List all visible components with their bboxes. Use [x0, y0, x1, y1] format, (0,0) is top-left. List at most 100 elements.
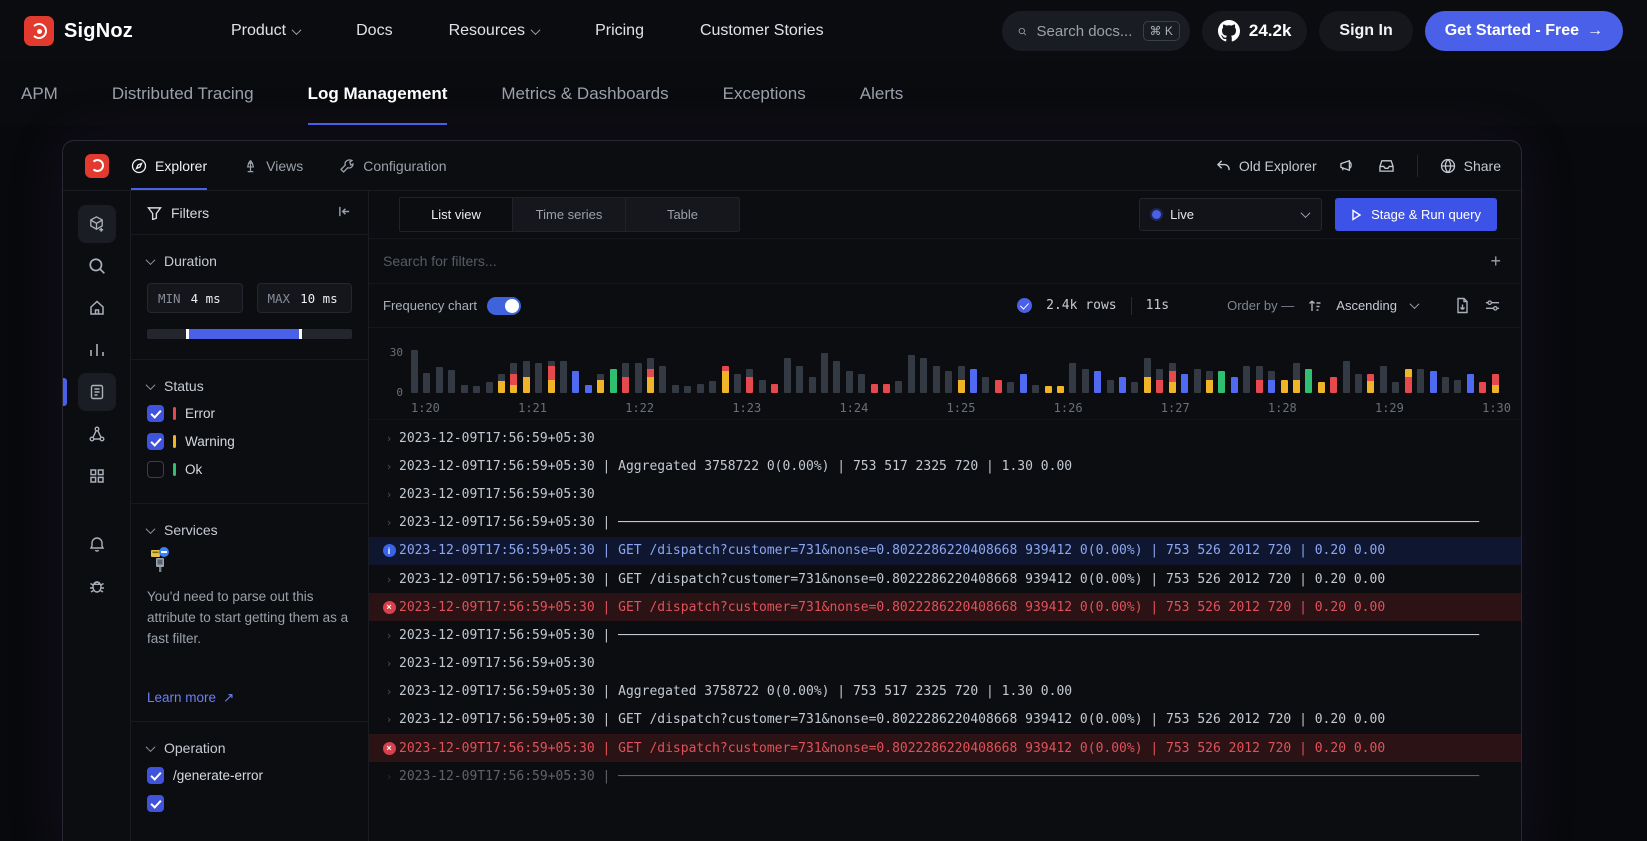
rail-home-button[interactable]	[78, 289, 116, 327]
duration-max-field[interactable]: MAX 10 ms	[257, 283, 353, 313]
log-row-default[interactable]: › 2023-12-09T17:56:59+05:30 | Aggregated …	[369, 452, 1521, 480]
expand-row-icon[interactable]: ›	[386, 629, 393, 642]
expand-row-icon[interactable]: ›	[386, 516, 393, 529]
checkbox-checked[interactable]	[147, 795, 164, 812]
rail-new-source-button[interactable]	[78, 205, 116, 243]
docs-search[interactable]: ⌘ K	[1002, 11, 1190, 51]
expand-row-icon[interactable]: ›	[386, 432, 393, 445]
product-nav-item-alerts[interactable]: Alerts	[860, 62, 903, 125]
add-filter-button[interactable]: +	[1490, 252, 1501, 270]
chart-bar	[858, 374, 865, 393]
expand-row-icon[interactable]: ›	[386, 657, 393, 670]
expand-row-icon[interactable]: ›	[386, 460, 393, 473]
duration-min-field[interactable]: MIN 4 ms	[147, 283, 243, 313]
app-tab-explorer[interactable]: Explorer	[131, 141, 207, 190]
expand-row-icon[interactable]: ›	[386, 713, 393, 726]
expand-row-icon[interactable]: ›	[386, 488, 393, 501]
filter-search-input[interactable]	[383, 253, 1490, 269]
log-row-default[interactable]: ›2023-12-09T17:56:59+05:30 | Aggregated …	[369, 678, 1521, 706]
product-nav-item-distributed-tracing[interactable]: Distributed Tracing	[112, 62, 254, 125]
announcements-button[interactable]	[1339, 158, 1356, 173]
product-nav-item-exceptions[interactable]: Exceptions	[723, 62, 806, 125]
rail-apps-button[interactable]	[78, 457, 116, 495]
status-option-warning[interactable]: Warning	[147, 433, 352, 450]
top-nav-item-pricing[interactable]: Pricing	[595, 22, 644, 40]
log-row-error[interactable]: ×2023-12-09T17:56:59+05:30 | GET /dispat…	[369, 734, 1521, 762]
log-row-default[interactable]: ›2023-12-09T17:56:59+05:30 | ───────────…	[369, 621, 1521, 649]
order-by-value[interactable]: Ascending	[1336, 298, 1397, 313]
inbox-button[interactable]	[1378, 158, 1395, 173]
product-nav-item-metrics-dashboards[interactable]: Metrics & Dashboards	[501, 62, 668, 125]
log-row-default[interactable]: ›2023-12-09T17:56:59+05:30	[369, 424, 1521, 452]
view-tab-time-series[interactable]: Time series	[513, 198, 626, 231]
docs-search-input[interactable]	[1037, 23, 1133, 40]
top-nav-item-product[interactable]: Product	[231, 22, 300, 40]
rail-dashboards-button[interactable]	[78, 331, 116, 369]
chevron-down-icon[interactable]	[1410, 299, 1420, 309]
rail-alerts-button[interactable]	[78, 525, 116, 563]
top-nav-item-docs[interactable]: Docs	[356, 22, 392, 40]
frequency-chart-toggle[interactable]	[487, 297, 521, 315]
log-row-error[interactable]: ×2023-12-09T17:56:59+05:30 | GET /dispat…	[369, 593, 1521, 621]
expand-row-icon[interactable]: ›	[386, 685, 393, 698]
get-started-button[interactable]: Get Started - Free →	[1425, 11, 1623, 51]
expand-row-icon[interactable]: ›	[386, 573, 393, 586]
operation-section-toggle[interactable]: Operation	[147, 740, 352, 756]
checkbox[interactable]	[147, 461, 164, 478]
display-settings-button[interactable]	[1484, 298, 1501, 313]
checkbox-checked[interactable]	[147, 405, 164, 422]
sign-in-button[interactable]: Sign In	[1319, 11, 1412, 51]
export-download-button[interactable]	[1454, 297, 1470, 314]
share-button[interactable]: Share	[1440, 158, 1501, 174]
duration-section-toggle[interactable]: Duration	[147, 253, 352, 269]
operation-option-generate-error[interactable]: /generate-error	[147, 767, 352, 784]
product-nav-item-apm[interactable]: APM	[21, 62, 58, 125]
rail-exceptions-button[interactable]	[78, 567, 116, 605]
expand-row-icon[interactable]: ›	[386, 770, 393, 783]
rail-search-button[interactable]	[78, 247, 116, 285]
checkbox-checked[interactable]	[147, 767, 164, 784]
view-tab-table[interactable]: Table	[626, 198, 739, 231]
logs-icon	[88, 383, 106, 401]
app-tab-configuration[interactable]: Configuration	[339, 141, 446, 190]
home-icon	[88, 299, 106, 317]
bar-segment-gn	[1305, 369, 1312, 393]
log-row-info[interactable]: i2023-12-09T17:56:59+05:30 | GET /dispat…	[369, 537, 1521, 565]
services-section-toggle[interactable]: Services	[147, 522, 352, 538]
duration-range-slider[interactable]	[147, 329, 352, 339]
log-row-muted[interactable]: ›2023-12-09T17:56:59+05:30 | ───────────…	[369, 762, 1521, 790]
slider-min-handle[interactable]	[186, 329, 189, 339]
status-option-ok[interactable]: Ok	[147, 461, 352, 478]
rail-service-map-button[interactable]	[78, 415, 116, 453]
bar-segment-g	[958, 366, 965, 380]
view-tab-list-view[interactable]: List view	[400, 198, 513, 231]
log-row-default[interactable]: › 2023-12-09T17:56:59+05:30 | ───────────…	[369, 509, 1521, 537]
log-row-text: 2023-12-09T17:56:59+05:30 | GET /dispatc…	[399, 741, 1385, 756]
status-section-toggle[interactable]: Status	[147, 378, 352, 394]
stage-run-query-button[interactable]: Stage & Run query	[1335, 198, 1497, 231]
log-row-default[interactable]: ›2023-12-09T17:56:59+05:30	[369, 650, 1521, 678]
learn-more-link[interactable]: Learn more ↗	[147, 690, 234, 706]
chart-bar	[1156, 369, 1163, 393]
time-range-select[interactable]: Live	[1139, 198, 1322, 231]
rail-logs-button[interactable]	[78, 373, 116, 411]
app-tab-views[interactable]: Views	[243, 141, 303, 190]
top-nav-item-resources[interactable]: Resources	[449, 22, 539, 40]
checkbox-checked[interactable]	[147, 433, 164, 450]
product-nav-item-log-management[interactable]: Log Management	[308, 62, 448, 125]
log-row-default[interactable]: ›2023-12-09T17:56:59+05:30 | GET /dispat…	[369, 565, 1521, 593]
signoz-app-logo-icon[interactable]	[85, 154, 109, 178]
old-explorer-button[interactable]: Old Explorer	[1216, 158, 1317, 174]
collapse-filters-button[interactable]	[337, 205, 352, 221]
operation-option-partial[interactable]	[147, 795, 352, 812]
bar-segment-gn	[610, 369, 617, 393]
log-row-default[interactable]: ›2023-12-09T17:56:59+05:30	[369, 480, 1521, 508]
signoz-brand[interactable]: SigNoz	[24, 16, 133, 46]
github-stars-button[interactable]: 24.2k	[1202, 11, 1308, 51]
log-row-text: 2023-12-09T17:56:59+05:30 | ────────────…	[399, 515, 1479, 530]
log-row-default[interactable]: ›2023-12-09T17:56:59+05:30 | GET /dispat…	[369, 706, 1521, 734]
status-option-error[interactable]: Error	[147, 405, 352, 422]
top-nav-item-customer-stories[interactable]: Customer Stories	[700, 22, 824, 40]
slider-max-handle[interactable]	[299, 329, 302, 339]
log-row-text: 2023-12-09T17:56:59+05:30 | Aggregated 3…	[399, 459, 1072, 474]
